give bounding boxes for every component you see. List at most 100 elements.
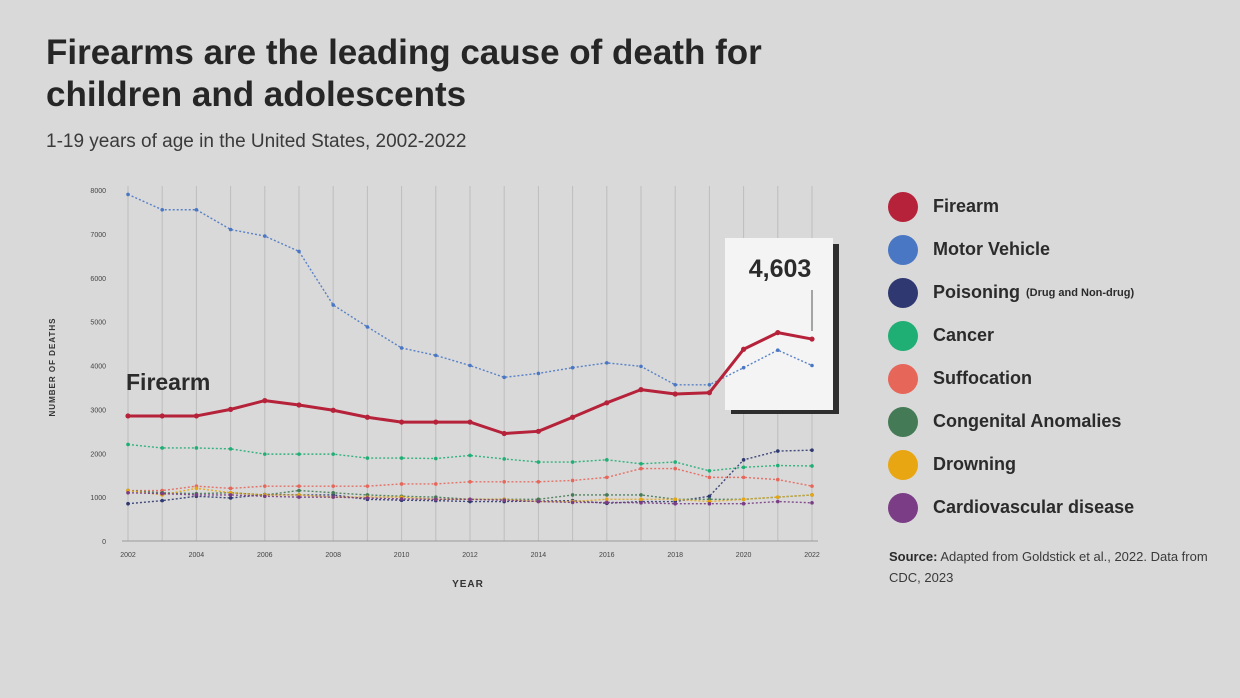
legend-item-motor-vehicle: Motor Vehicle: [888, 228, 1228, 271]
point-firearm-2010: [399, 419, 405, 425]
point-suffocation-2018: [673, 466, 677, 471]
x-tick-label-2022: 2022: [804, 552, 820, 559]
point-cardiovascular-disease-2012: [468, 497, 472, 502]
point-firearm-2006: [262, 398, 268, 404]
point-cancer-2010: [399, 456, 404, 460]
point-firearm-2021: [775, 329, 781, 336]
legend-swatch: [888, 234, 918, 265]
point-drowning-2021: [776, 495, 780, 499]
point-motor-vehicle-2015: [570, 365, 575, 370]
point-firearm-2017: [638, 387, 644, 393]
point-cardiovascular-disease-2022: [810, 501, 814, 505]
legend-item-drowning: Drowning: [888, 443, 1228, 486]
point-suffocation-2008: [331, 484, 336, 488]
point-motor-vehicle-2020: [741, 365, 746, 370]
point-suffocation-2020: [741, 475, 746, 480]
series-cancer: [126, 442, 814, 473]
point-suffocation-2021: [776, 477, 780, 482]
point-drowning-2020: [741, 497, 746, 502]
x-tick-label-2012: 2012: [462, 552, 478, 559]
point-poisoning-2005: [228, 496, 233, 500]
legend-swatch: [888, 449, 918, 480]
firearm-annotation: Firearm: [126, 369, 210, 395]
legend-label: Congenital Anomalies: [933, 411, 1122, 431]
point-motor-vehicle-2010: [399, 346, 404, 350]
point-firearm-2003: [159, 413, 165, 419]
point-motor-vehicle-2006: [263, 234, 267, 238]
y-axis-label: NUMBER OF DEATHS: [48, 318, 57, 417]
point-drowning-2004: [194, 486, 199, 491]
x-tick-label-2014: 2014: [531, 552, 547, 559]
y-tick-label-6000: 6000: [90, 276, 106, 283]
legend-swatch: [888, 363, 918, 394]
point-motor-vehicle-2017: [639, 364, 643, 369]
legend-label: Motor Vehicle: [933, 239, 1051, 259]
x-tick-label-2020: 2020: [736, 552, 752, 559]
legend-swatch: [888, 406, 918, 437]
point-suffocation-2006: [263, 484, 267, 488]
x-tick-label-2018: 2018: [667, 552, 683, 559]
y-tick-label-5000: 5000: [90, 320, 106, 327]
point-cardiovascular-disease-2019: [707, 501, 712, 506]
source-note: Source: Adapted from Goldstick et al., 2…: [889, 546, 1209, 588]
point-motor-vehicle-2014: [536, 371, 541, 376]
point-motor-vehicle-2019: [707, 383, 712, 387]
point-cardiovascular-disease-2021: [776, 499, 780, 504]
point-cardiovascular-disease-2010: [399, 497, 404, 501]
point-firearm-2013: [501, 430, 507, 437]
point-poisoning-2021: [776, 449, 780, 453]
point-cardiovascular-disease-2016: [605, 500, 609, 505]
point-cancer-2012: [468, 453, 472, 458]
legend-swatch: [888, 191, 918, 222]
point-firearm-2012: [467, 419, 473, 425]
point-poisoning-2019: [707, 494, 712, 499]
line-suffocation: [128, 467, 813, 492]
point-cancer-2022: [810, 464, 814, 468]
legend-label: Suffocation: [933, 368, 1032, 388]
legend-item-congenital-anomalies: Congenital Anomalies: [888, 400, 1228, 443]
point-firearm-2019: [706, 390, 713, 396]
point-firearm-2016: [604, 400, 610, 406]
legend-item-poisoning: Poisoning (Drug and Non-drug): [888, 271, 1228, 314]
y-tick-label-2000: 2000: [90, 451, 106, 458]
point-cancer-2007: [297, 452, 301, 456]
point-poisoning-2022: [810, 448, 814, 452]
point-cardiovascular-disease-2005: [228, 493, 233, 497]
line-cancer: [127, 443, 813, 472]
point-cancer-2004: [194, 446, 199, 450]
x-tick-label-2016: 2016: [599, 552, 615, 559]
point-firearm-2009: [364, 414, 370, 420]
series-lines: [125, 192, 815, 506]
point-cancer-2014: [536, 460, 541, 464]
legend-label: Cardiovascular disease: [933, 497, 1135, 517]
point-congenital-anomalies-2007: [297, 488, 301, 493]
point-drowning-2016: [605, 497, 609, 502]
series-cardiovascular-disease: [126, 490, 814, 506]
x-tick-label-2002: 2002: [120, 552, 136, 559]
y-tick-label-1000: 1000: [90, 495, 106, 502]
point-cardiovascular-disease-2003: [160, 491, 164, 496]
point-poisoning-2003: [160, 498, 164, 503]
point-firearm-2005: [228, 406, 234, 412]
x-tick-label-2004: 2004: [189, 552, 205, 559]
point-motor-vehicle-2021: [776, 348, 780, 352]
chart-subtitle: 1-19 years of age in the United States, …: [46, 131, 467, 152]
point-poisoning-2020: [741, 458, 746, 462]
point-cardiovascular-disease-2004: [194, 493, 199, 497]
point-firearm-2002: [125, 413, 131, 419]
point-poisoning-2002: [126, 501, 130, 506]
point-suffocation-2019: [707, 475, 712, 480]
x-tick-label-2006: 2006: [257, 552, 273, 559]
x-axis: 2002 2004 2006 2008 2010 2012 2014 2016 2018 2020…: [120, 552, 820, 559]
point-suffocation-2005: [228, 486, 233, 491]
point-motor-vehicle-2003: [160, 207, 164, 212]
point-drowning-2017: [639, 497, 643, 502]
grid-lines: [122, 186, 818, 542]
point-cardiovascular-disease-2006: [263, 494, 267, 499]
legend-item-firearm: Firearm: [888, 185, 1228, 228]
point-cancer-2017: [639, 461, 643, 466]
point-drowning-2018: [673, 497, 677, 502]
point-drowning-2022: [810, 493, 814, 497]
point-suffocation-2012: [468, 479, 472, 484]
point-cancer-2006: [263, 452, 267, 456]
